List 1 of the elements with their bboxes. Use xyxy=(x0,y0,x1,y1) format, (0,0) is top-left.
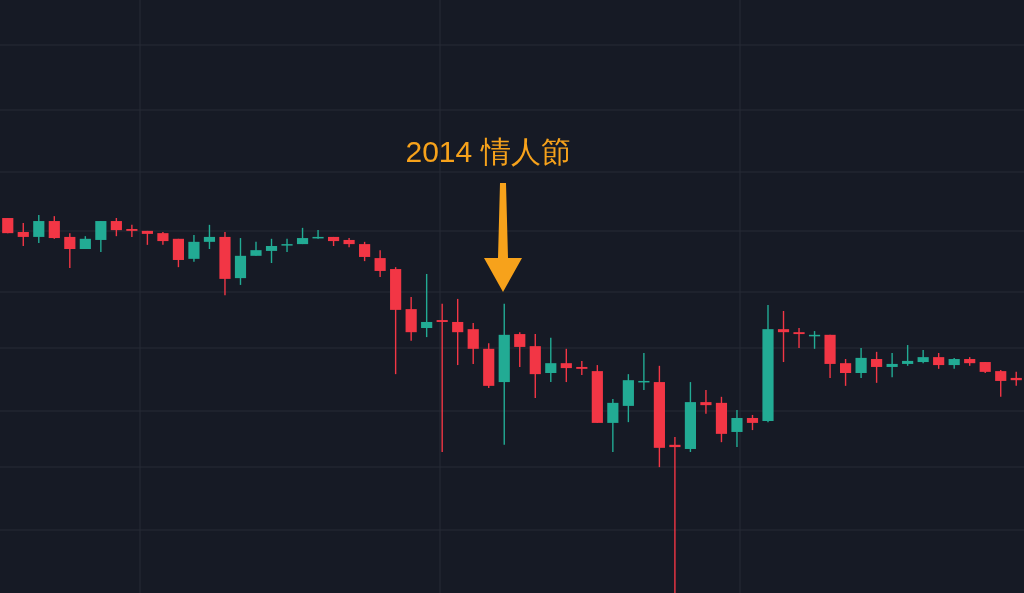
text: 2014 情人節 xyxy=(405,135,571,168)
